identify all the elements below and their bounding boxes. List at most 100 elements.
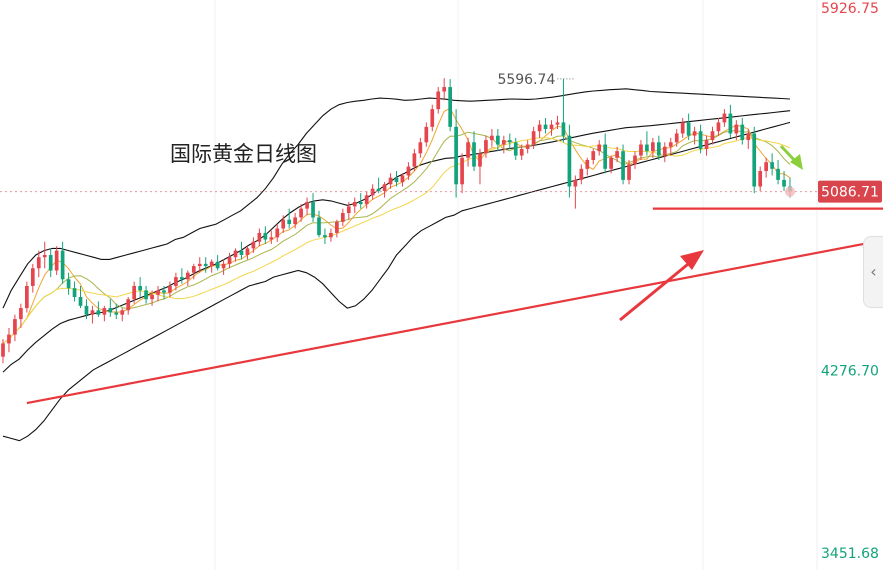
candle <box>329 228 333 242</box>
up-arrow-head <box>680 250 704 270</box>
candle <box>376 177 381 194</box>
candle <box>496 129 500 152</box>
candle <box>668 137 673 156</box>
candle-body <box>430 109 435 127</box>
candle <box>597 140 602 156</box>
candle-body <box>555 122 560 125</box>
candle-body <box>108 308 113 313</box>
candle <box>30 263 35 293</box>
candle-body <box>436 91 441 110</box>
candle <box>627 159 631 185</box>
candle <box>585 157 590 176</box>
current-price-box <box>818 180 882 203</box>
candle <box>239 241 244 260</box>
candle <box>370 184 375 200</box>
candle-body <box>686 122 691 136</box>
candle-body <box>25 285 29 309</box>
candle-body <box>215 261 220 269</box>
candle <box>424 122 429 147</box>
candle <box>567 124 572 198</box>
candle-body <box>42 255 47 258</box>
candle-body <box>150 294 154 300</box>
candle <box>281 215 286 233</box>
candle <box>543 117 548 134</box>
candle-body <box>323 235 327 238</box>
candle-body <box>346 206 351 214</box>
candle-body <box>585 159 590 169</box>
candle <box>412 148 417 172</box>
candle <box>48 248 53 278</box>
candle <box>275 224 280 242</box>
candle-body <box>13 319 17 335</box>
candle-body <box>519 148 524 156</box>
candle-body <box>7 334 11 344</box>
candle <box>633 151 637 169</box>
down-arrow-head <box>790 154 803 170</box>
candle <box>746 129 751 149</box>
candle-body <box>233 250 238 258</box>
candle <box>501 135 506 154</box>
candle-body <box>72 288 77 298</box>
candle <box>656 135 661 160</box>
current-price-dot <box>785 186 795 197</box>
current-price-value: 5086.71 <box>821 185 879 201</box>
candle <box>388 173 393 189</box>
y-tick-label: 5926.75 <box>821 1 879 17</box>
candle-body <box>442 87 447 92</box>
candle <box>227 252 232 269</box>
candle-body <box>501 140 506 145</box>
candle-body <box>19 308 23 320</box>
candle-body <box>174 277 178 286</box>
candle <box>645 131 649 156</box>
candle <box>305 197 309 216</box>
candle-body <box>591 151 596 160</box>
candle-body <box>239 250 244 256</box>
candle-body <box>549 124 554 130</box>
candle-body <box>543 124 548 130</box>
candle <box>25 281 29 313</box>
candle-body <box>78 297 83 306</box>
candle-body <box>525 144 530 149</box>
candle <box>84 299 89 320</box>
candle <box>651 137 655 158</box>
bollinger-upper-line <box>2 88 791 309</box>
candle-body <box>609 157 613 169</box>
candle <box>185 270 190 286</box>
candle <box>710 126 715 145</box>
candle <box>430 104 435 132</box>
candle-body <box>293 217 297 225</box>
candlesticks <box>1 78 792 364</box>
candle <box>168 281 172 298</box>
candle <box>323 228 327 244</box>
candle <box>72 281 77 302</box>
chart-title: 国际黄金日线图 <box>170 142 317 166</box>
candle-body <box>299 208 303 218</box>
candle-body <box>484 140 488 154</box>
candle <box>197 257 202 273</box>
candle <box>478 148 482 185</box>
candle <box>537 120 542 138</box>
candle <box>442 78 447 101</box>
panel-collapse-tab[interactable]: ‹ <box>863 236 883 308</box>
candle <box>674 129 679 147</box>
candle <box>209 259 214 273</box>
candle <box>400 173 405 187</box>
candle <box>692 126 697 145</box>
candle-body <box>358 201 363 205</box>
candle-body <box>728 113 733 134</box>
candle-body <box>579 168 584 180</box>
candle <box>728 104 733 138</box>
candle <box>519 144 524 160</box>
candle-body <box>263 232 268 240</box>
candle-body <box>30 268 35 286</box>
candle <box>454 109 458 198</box>
candle-body <box>257 232 262 242</box>
candle-body <box>627 164 631 180</box>
candle-body <box>770 162 774 169</box>
candle-body <box>156 290 160 295</box>
candle <box>734 120 739 141</box>
candle-body <box>412 153 417 167</box>
candle <box>96 301 101 317</box>
candle <box>269 230 274 244</box>
